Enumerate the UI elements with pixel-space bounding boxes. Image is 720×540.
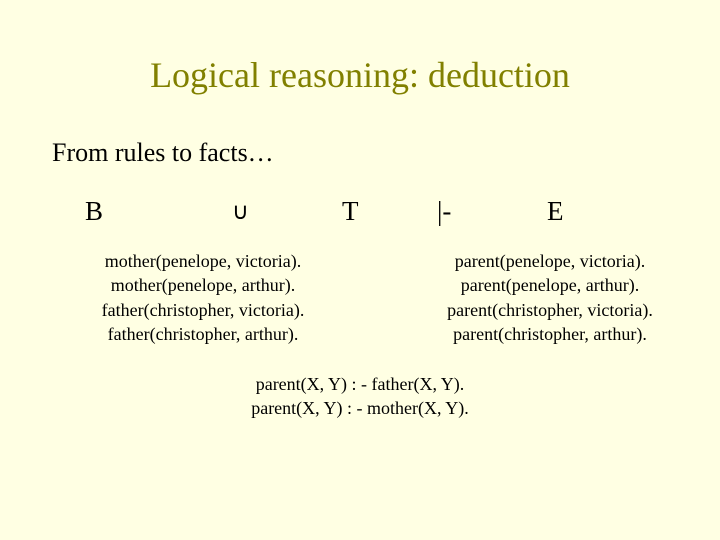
facts-columns: mother(penelope, victoria). mother(penel…: [0, 227, 720, 346]
symbol-t: T: [342, 196, 437, 227]
right-facts-column: parent(penelope, victoria). parent(penel…: [380, 249, 720, 346]
slide-subtitle: From rules to facts…: [0, 96, 720, 168]
slide-title: Logical reasoning: deduction: [0, 0, 720, 96]
symbol-b: B: [85, 196, 232, 227]
rule-line: parent(X, Y) : - father(X, Y).: [0, 372, 720, 396]
fact-line: parent(penelope, victoria).: [447, 249, 653, 273]
fact-line: parent(penelope, arthur).: [447, 273, 653, 297]
left-facts-column: mother(penelope, victoria). mother(penel…: [0, 249, 380, 346]
fact-line: parent(christopher, victoria).: [447, 298, 653, 322]
fact-line: parent(christopher, arthur).: [447, 322, 653, 346]
fact-line: father(christopher, arthur).: [102, 322, 305, 346]
fact-line: father(christopher, victoria).: [102, 298, 305, 322]
symbol-e: E: [547, 196, 564, 227]
formula-row: B ∪ T |- E: [0, 168, 720, 227]
rules-block: parent(X, Y) : - father(X, Y). parent(X,…: [0, 346, 720, 421]
symbol-turnstile: |-: [437, 196, 547, 227]
symbol-union: ∪: [232, 199, 342, 225]
fact-line: mother(penelope, victoria).: [102, 249, 305, 273]
rule-line: parent(X, Y) : - mother(X, Y).: [0, 396, 720, 420]
fact-line: mother(penelope, arthur).: [102, 273, 305, 297]
